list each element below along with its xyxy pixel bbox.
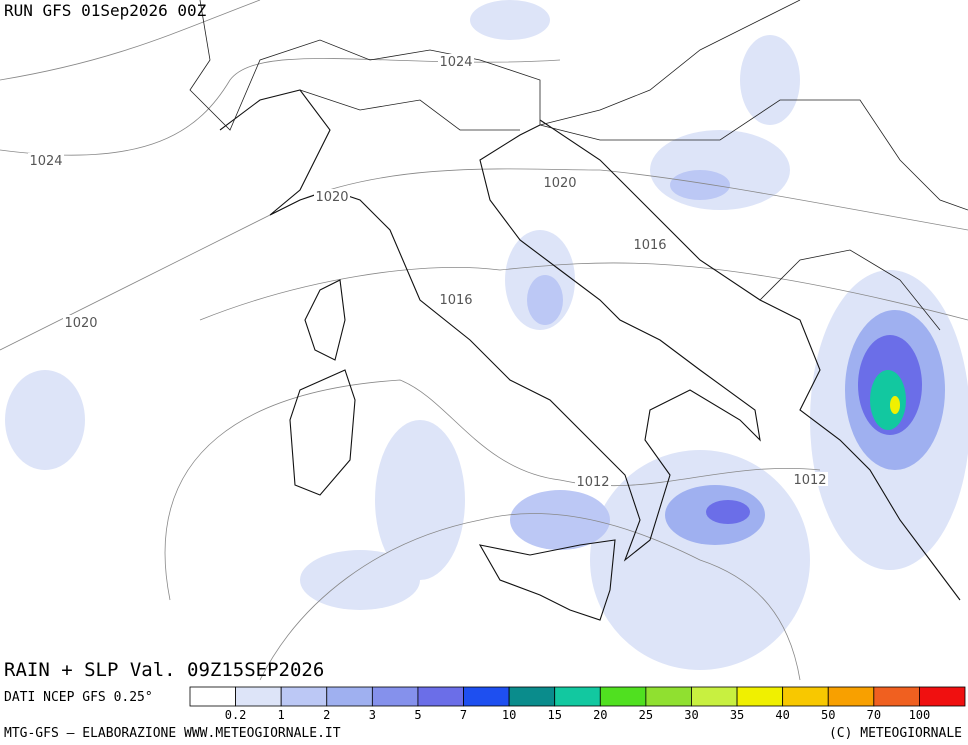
legend-swatch	[280, 686, 328, 707]
legend-label: 100	[909, 708, 931, 722]
product-title: RAIN + SLP Val. 09Z15SEP2026	[4, 659, 324, 681]
legend-swatch	[919, 686, 966, 707]
precipitation	[5, 0, 968, 670]
legend-swatch	[417, 686, 464, 707]
isobar-label: 1020	[315, 190, 348, 205]
isobar-label-bg	[542, 175, 578, 189]
isobar-label: 1024	[439, 55, 472, 70]
legend-swatch	[827, 686, 875, 707]
data-source: DATI NCEP GFS 0.25°	[4, 690, 153, 705]
isobar-label-bg	[63, 315, 99, 329]
legend-swatch	[326, 686, 373, 707]
legend-swatch	[645, 686, 692, 707]
isobar-label-bg	[28, 153, 64, 167]
isobar-label-bg	[632, 237, 668, 251]
legend-swatch	[691, 686, 738, 707]
legend-label: 0.2	[225, 708, 247, 722]
copyright: (C) METEOGIORNALE	[829, 726, 962, 741]
legend-swatch	[782, 686, 829, 707]
isobar-lines	[0, 0, 968, 681]
isobar-label: 1024	[29, 154, 62, 169]
borders	[189, 0, 968, 331]
credit: MTG-GFS – ELABORAZIONE WWW.METEOGIORNALE…	[4, 726, 341, 741]
run-label: RUN GFS 01Sep2026 00Z	[4, 1, 207, 20]
legend-swatch	[873, 686, 920, 707]
legend-label: 35	[730, 708, 744, 722]
isobar-label-bg	[575, 474, 611, 488]
legend-label: 7	[460, 708, 467, 722]
isobar-label-bg	[792, 472, 828, 486]
legend: 0.2 1 2 3 5 7 10 15 20 25 30 35 40 50 70 100	[189, 686, 966, 722]
legend-swatch	[736, 686, 784, 707]
legend-label: 20	[593, 708, 607, 722]
isobar-label-bg	[438, 54, 474, 68]
isobar-label: 1012	[793, 473, 826, 488]
coastlines	[219, 89, 961, 621]
isobar-label: 1020	[64, 316, 97, 331]
legend-label: 25	[639, 708, 653, 722]
legend-swatch	[189, 686, 236, 707]
legend-label: 70	[867, 708, 881, 722]
legend-label: 10	[502, 708, 516, 722]
legend-swatch	[463, 686, 510, 707]
isobar-label: 1012	[576, 475, 609, 490]
isobar-label: 1016	[439, 293, 472, 308]
legend-label: 40	[775, 708, 789, 722]
isobar-label-bg	[438, 292, 474, 306]
legend-label: 30	[684, 708, 698, 722]
legend-swatch	[599, 686, 647, 707]
legend-label: 3	[369, 708, 376, 722]
legend-label: 2	[323, 708, 330, 722]
isobar-label: 1016	[633, 238, 666, 253]
legend-label: 1	[278, 708, 285, 722]
legend-swatch	[508, 686, 556, 707]
isobar-label-bg	[314, 189, 350, 203]
legend-label: 50	[821, 708, 835, 722]
legend-swatch	[371, 686, 419, 707]
isobar-label: 1020	[543, 176, 576, 191]
legend-label: 5	[414, 708, 421, 722]
legend-swatch	[235, 686, 282, 707]
legend-swatch	[554, 686, 601, 707]
legend-label: 15	[547, 708, 561, 722]
